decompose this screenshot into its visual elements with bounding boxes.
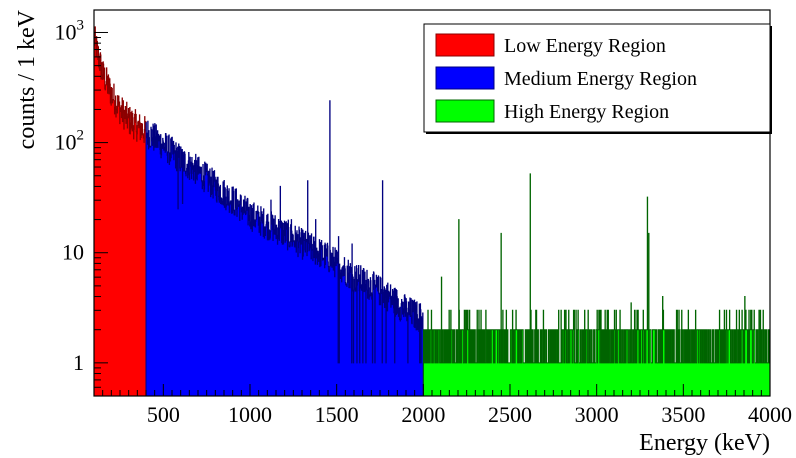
legend: Low Energy Region Medium Energy Region Hig… xyxy=(423,23,772,134)
legend-label-1: Medium Energy Region xyxy=(504,68,697,90)
x-tick-label: 1500 xyxy=(315,402,359,427)
x-tick-label: 500 xyxy=(147,402,180,427)
series-fill-2 xyxy=(423,173,770,396)
y-axis: 1 10 102 103 xyxy=(55,17,108,397)
x-tick-label: 4000 xyxy=(748,402,792,427)
x-axis: 500 1000 1500 2000 2500 3000 3500 4000 xyxy=(93,384,792,427)
y-tick-label: 102 xyxy=(55,128,85,155)
legend-swatch-0 xyxy=(435,33,495,57)
series-line-0 xyxy=(93,26,147,397)
legend-swatch-1 xyxy=(435,66,495,90)
x-tick-label: 3000 xyxy=(575,402,619,427)
legend-label-2: High Energy Region xyxy=(504,101,669,123)
series-line-1 xyxy=(145,100,424,397)
x-tick-label: 3500 xyxy=(661,402,705,427)
y-axis-title: counts / 1 keV xyxy=(14,9,40,149)
y-tick-label: 10 xyxy=(62,240,84,265)
x-axis-title: Energy (keV) xyxy=(639,430,770,456)
legend-swatch-2 xyxy=(435,99,495,123)
y-tick-label: 103 xyxy=(55,17,85,44)
x-tick-label: 2000 xyxy=(401,402,445,427)
x-tick-label: 2500 xyxy=(488,402,532,427)
x-tick-label: 1000 xyxy=(228,402,272,427)
y-tick-label: 1 xyxy=(73,350,84,375)
series-line-2 xyxy=(422,173,771,397)
series-fill-0 xyxy=(94,26,146,397)
legend-shadow xyxy=(426,132,772,134)
legend-label-0: Low Energy Region xyxy=(504,35,666,57)
legend-shadow xyxy=(770,26,772,134)
series-outlines xyxy=(93,26,771,397)
